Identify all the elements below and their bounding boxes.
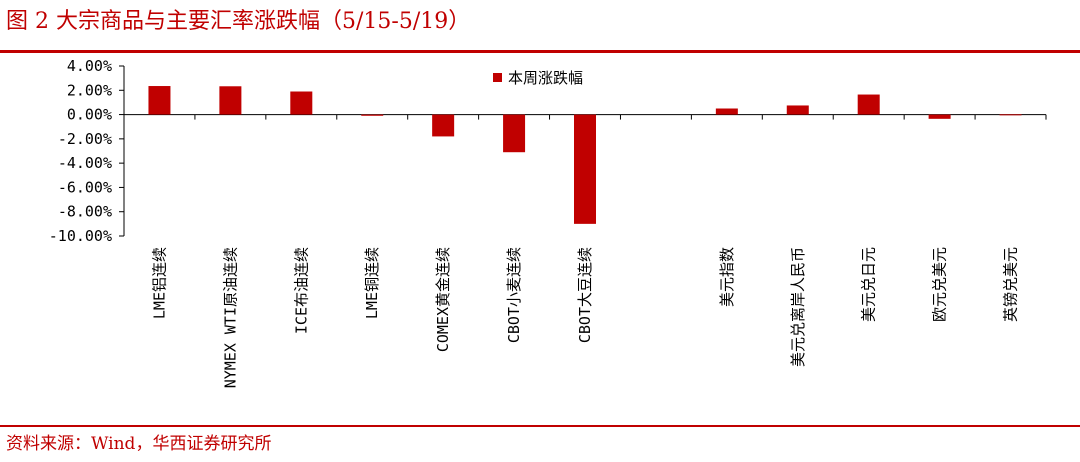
source-divider — [0, 425, 1080, 427]
bar — [503, 114, 526, 153]
title-divider — [0, 50, 1080, 53]
bar — [219, 86, 242, 115]
bar — [857, 94, 880, 115]
x-category-label: COMEX黄金连续 — [434, 247, 452, 352]
x-category-label: 美元指数 — [718, 247, 736, 307]
legend-swatch — [493, 73, 502, 82]
y-tick-label: -10.00% — [49, 227, 112, 245]
bar — [574, 114, 596, 224]
y-tick-label: -8.00% — [58, 203, 112, 221]
x-category-label: NYMEX WTI原油连续 — [221, 247, 239, 388]
bar — [290, 91, 313, 115]
x-category-label: ICE布油连续 — [292, 247, 310, 334]
x-axis-categories: LME铝连续 NYMEX WTI原油连续 ICE布油连续 LME铜连续 COMEX黄金连… — [150, 247, 1019, 388]
y-tick-label: 4.00% — [67, 57, 112, 75]
bar — [361, 114, 384, 116]
bar-chart: 4.00% 2.00% 0.00% -2.00% -4.00% -6.00% -8.00% -… — [49, 57, 1047, 388]
x-category-label: CBOT大豆连续 — [576, 247, 594, 343]
y-tick-label: 2.00% — [67, 81, 112, 99]
bar — [786, 105, 809, 115]
x-category-label: LME铝连续 — [150, 247, 168, 319]
y-axis-ticks: 4.00% 2.00% 0.00% -2.00% -4.00% -6.00% -8.00% -… — [49, 57, 124, 245]
bar — [928, 114, 951, 119]
legend-label: 本周涨跌幅 — [508, 69, 583, 87]
x-category-label: 英镑兑美元 — [1002, 247, 1020, 322]
y-tick-label: 0.00% — [67, 106, 112, 124]
source-note: 资料来源：Wind，华西证券研究所 — [6, 434, 272, 454]
y-tick-label: -4.00% — [58, 154, 112, 172]
y-tick-label: -6.00% — [58, 178, 112, 196]
bar — [148, 86, 171, 115]
chart-legend: 本周涨跌幅 — [493, 69, 583, 87]
chart-bars — [148, 86, 1022, 224]
x-category-label: CBOT小麦连续 — [505, 247, 523, 343]
chart-title: 图 2 大宗商品与主要汇率涨跌幅（5/15-5/19） — [6, 9, 471, 34]
y-tick-label: -2.00% — [58, 130, 112, 148]
x-category-label: LME铜连续 — [363, 247, 381, 319]
x-category-label: 美元兑离岸人民币 — [789, 247, 807, 367]
x-category-label: 美元兑日元 — [860, 247, 878, 322]
bar — [715, 108, 738, 115]
bar — [432, 114, 455, 137]
bar — [999, 114, 1022, 116]
x-category-label: 欧元兑美元 — [931, 247, 949, 322]
